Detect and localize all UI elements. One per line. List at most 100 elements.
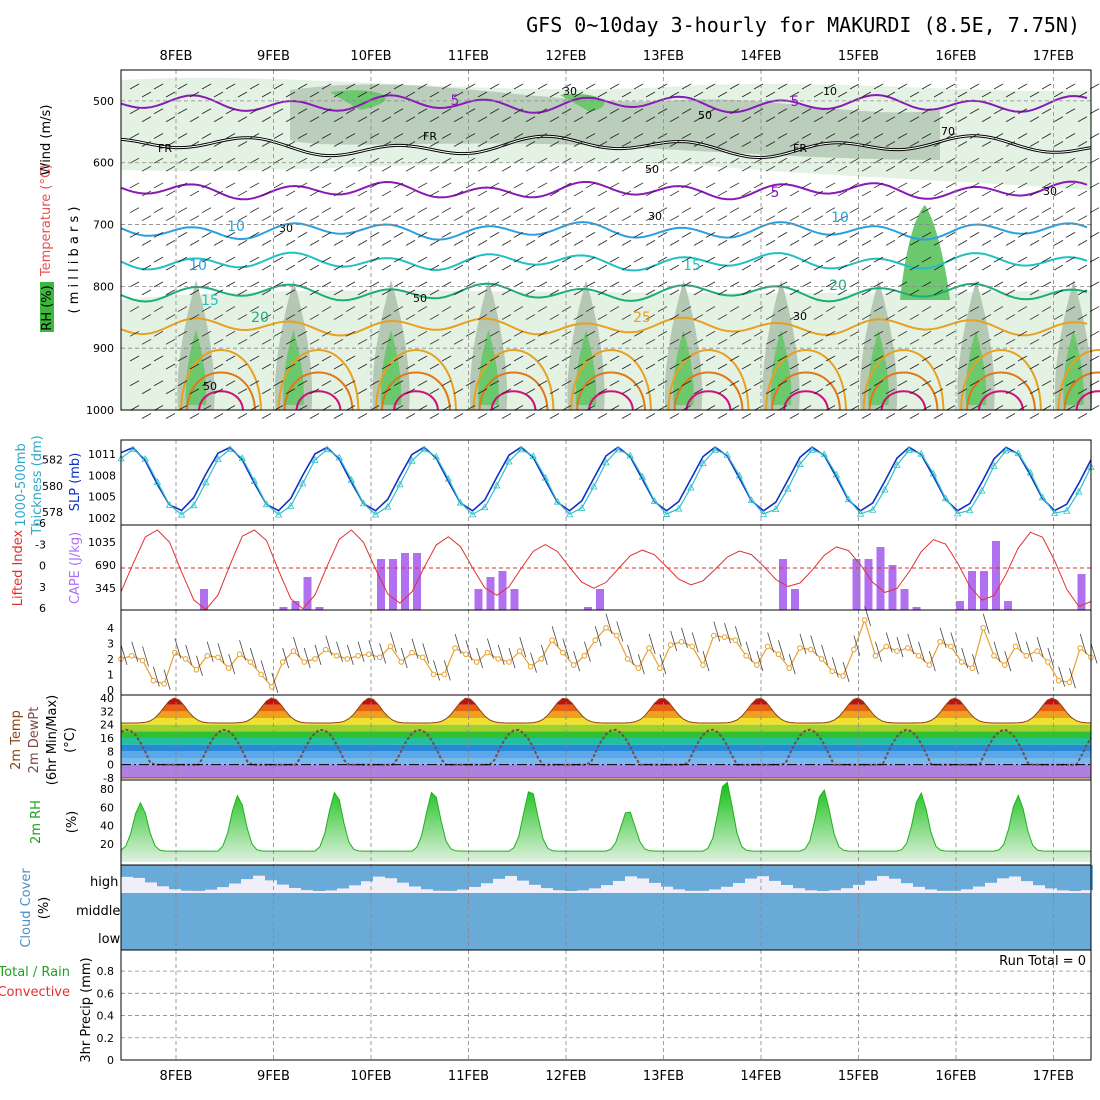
cloud-high-bar xyxy=(277,865,289,885)
wind-barb xyxy=(945,330,956,337)
cloud-high-bar xyxy=(637,865,649,879)
wind-barb xyxy=(969,232,980,238)
wind-barb xyxy=(321,182,332,189)
wind-barb xyxy=(153,281,164,288)
wind-barb xyxy=(705,133,716,139)
wind-barb xyxy=(693,413,704,419)
wind10m-point xyxy=(312,656,318,662)
rh-contour-label: 10 xyxy=(823,85,837,98)
wind-barb xyxy=(333,190,344,197)
rh2m-tick: 60 xyxy=(100,801,114,814)
wind-barb xyxy=(621,413,632,419)
cloud-high-bar xyxy=(661,865,673,887)
wind-barb xyxy=(657,207,668,214)
wind-barb xyxy=(561,232,572,238)
wind-barb xyxy=(129,108,140,115)
cloud-high-bar xyxy=(1009,865,1021,877)
wind-barb xyxy=(837,141,848,147)
precip-tick: 0 xyxy=(107,1054,114,1067)
wind-barb xyxy=(681,182,692,189)
date-label-bottom: 13FEB xyxy=(643,1069,684,1084)
wind-barb xyxy=(813,91,824,98)
wind-barb xyxy=(885,190,896,197)
wind-barb xyxy=(417,330,428,337)
wind-barb xyxy=(813,264,824,271)
cloud-high-bar xyxy=(781,865,793,886)
wind-barb xyxy=(657,83,668,90)
wind-barb xyxy=(525,240,536,246)
wind-barb xyxy=(417,256,428,263)
cape-bar xyxy=(968,571,976,610)
cloud-high-bar xyxy=(205,865,217,890)
wind-barb xyxy=(945,83,956,90)
wind-barb xyxy=(825,108,836,115)
wind-barb xyxy=(669,338,680,345)
cloud-high-bar xyxy=(253,865,265,876)
wind-barb xyxy=(885,338,896,345)
wind-barb xyxy=(477,165,488,172)
wind-barb xyxy=(369,330,380,337)
upper-wind-barbs xyxy=(129,83,1100,419)
thickness-marker xyxy=(844,495,853,503)
date-label-top: 8FEB xyxy=(160,49,193,64)
wind-barb xyxy=(777,380,788,387)
wind-barb xyxy=(717,314,728,320)
wind-barb xyxy=(801,232,812,238)
wind10m-barb xyxy=(778,640,785,661)
freezing-label: FR xyxy=(423,130,437,143)
wind-barb xyxy=(561,306,572,312)
wind-barb xyxy=(453,388,464,395)
wind-barb xyxy=(213,215,224,222)
wind-barb xyxy=(249,232,260,238)
cape-axis-labels: Lifted Index CAPE (J/kg) xyxy=(11,529,83,606)
wind-barb xyxy=(549,413,560,419)
wind-barb xyxy=(813,338,824,345)
wind10m-point xyxy=(355,652,361,659)
wind-barb xyxy=(717,116,728,123)
wind-barb xyxy=(237,388,248,395)
wind-barb xyxy=(633,108,644,115)
wind-barb xyxy=(405,264,416,271)
wind-barb xyxy=(321,281,332,288)
wind-barb xyxy=(1077,363,1088,370)
temp2m-tick: 8 xyxy=(107,745,114,758)
wind-barb xyxy=(321,157,332,164)
wind-barb xyxy=(717,215,728,222)
wind-barb xyxy=(597,240,608,246)
wind10m-barb xyxy=(616,621,624,642)
wind-barb xyxy=(333,240,344,246)
isotherm-25-bubble xyxy=(472,349,555,411)
wind-barb xyxy=(609,207,620,214)
wind-barb xyxy=(585,207,596,214)
wind10m-barb xyxy=(217,643,225,664)
wind10m-point xyxy=(538,656,545,662)
wind10m-barb xyxy=(228,654,236,675)
wind10m-barb xyxy=(691,632,699,653)
wind-barb xyxy=(729,256,740,263)
wind-barb xyxy=(453,413,464,419)
wind-barb xyxy=(1017,306,1028,312)
wind-barb xyxy=(645,190,656,197)
rh2m-area xyxy=(120,781,1091,862)
wind10m-point xyxy=(527,663,534,670)
wind10m-point xyxy=(829,668,836,675)
wind-barb xyxy=(369,157,380,164)
wind-barb xyxy=(609,232,620,238)
wind-barb xyxy=(141,190,152,197)
wind-barb xyxy=(1005,388,1016,395)
isotherm-label: 5 xyxy=(451,93,460,109)
wind-barb xyxy=(453,289,464,296)
wind-barb xyxy=(909,141,920,147)
isotherm-35-bubble xyxy=(978,390,1024,411)
cloud-high-bar xyxy=(817,865,829,891)
wind-barb xyxy=(909,240,920,246)
wind-barb xyxy=(477,215,488,222)
cloud-high-bar xyxy=(313,865,325,891)
isotherm-line xyxy=(120,316,1088,337)
wind-barb xyxy=(753,256,764,263)
wind-barb xyxy=(1005,190,1016,197)
wind-barb xyxy=(921,232,932,238)
wind-barb xyxy=(801,330,812,337)
date-label-bottom: 15FEB xyxy=(838,1069,879,1084)
